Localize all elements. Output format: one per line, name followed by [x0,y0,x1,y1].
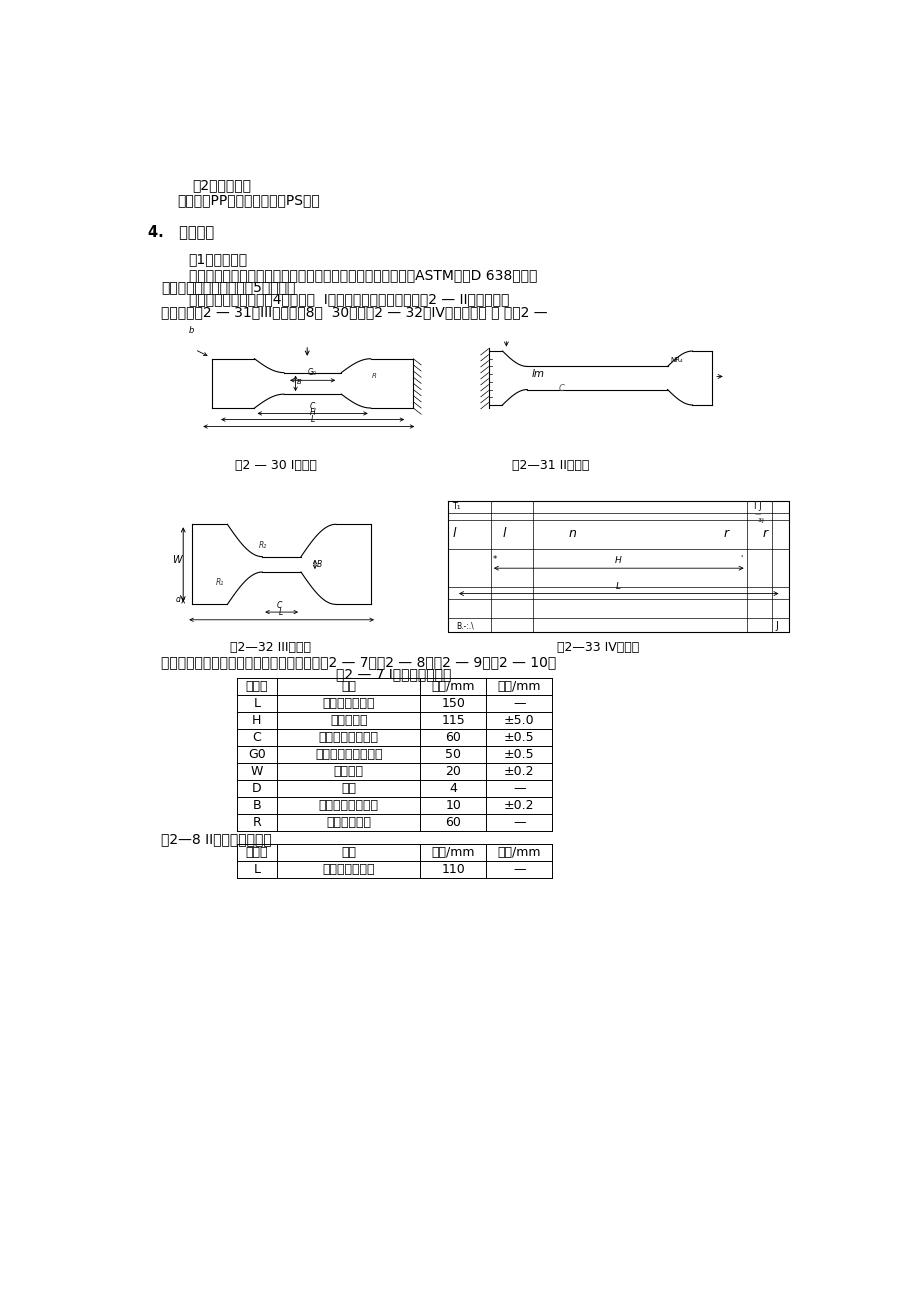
Text: 总长度（最小）: 总长度（最小） [322,863,375,876]
Text: 中间平行部分宽度: 中间平行部分宽度 [318,799,379,812]
Text: 150: 150 [441,697,465,710]
Text: —: — [513,697,525,710]
Text: D: D [252,783,261,796]
Text: B: B [252,799,261,812]
Text: 标距（或有效部分）: 标距（或有效部分） [314,749,382,762]
Text: W: W [250,766,263,779]
Text: 尺寸/mm: 尺寸/mm [431,680,474,693]
Text: G₀: G₀ [308,368,317,378]
Text: 用横压或片材、板材切割的方法，事先制好标准抗张样品（见ASTM标准D 638）。选: 用横压或片材、板材切割的方法，事先制好标准抗张样品（见ASTM标准D 638）。… [188,268,537,283]
Text: 公差/mm: 公差/mm [497,680,540,693]
Text: ': ' [740,556,742,564]
Text: 聚丙烯（PP），聚苯乙烯（PS）。: 聚丙烯（PP），聚苯乙烯（PS）。 [176,193,320,207]
Text: I J: I J [754,503,761,512]
Text: 110: 110 [441,863,465,876]
Text: R₁: R₁ [216,578,223,587]
Text: 4.   实验步骤: 4. 实验步骤 [147,224,213,240]
Text: L: L [253,697,260,710]
Text: 表2—8 II型试样公差尺寸: 表2—8 II型试样公差尺寸 [162,832,272,846]
Text: 公差/mm: 公差/mm [497,846,540,859]
Text: （1）试样准备: （1）试样准备 [188,253,247,267]
Text: （2）实验材料: （2）实验材料 [192,178,251,191]
Text: 定的每种应变速度都应有5块样品。: 定的每种应变速度都应有5块样品。 [162,280,296,294]
Text: 端部宽度: 端部宽度 [334,766,363,779]
Text: 不同类型的试样有不同的尺寸公差，具体见表2 — 7、表2 — 8、表2 — 9和表2 — 10。: 不同类型的试样有不同的尺寸公差，具体见表2 — 7、表2 — 8、表2 — 9和… [162,655,556,669]
Text: d: d [176,595,180,604]
Text: C: C [309,402,314,411]
Text: 厚度: 厚度 [341,783,356,796]
Text: C: C [277,600,282,609]
Text: R₂: R₂ [258,542,267,551]
Text: L: L [310,415,314,424]
Text: B: B [297,379,301,385]
Text: 10: 10 [445,799,460,812]
Text: ±0.5: ±0.5 [504,732,534,743]
Text: L: L [253,863,260,876]
Text: ±0.2: ±0.2 [504,766,534,779]
Text: 夹具间距离: 夹具间距离 [330,715,367,727]
Text: 115: 115 [441,715,465,727]
Text: H: H [252,715,261,727]
Text: 试样形状拉伸试样共有4种类型：  I型试验样（双镃型），见图2 — II型试样（哑: 试样形状拉伸试样共有4种类型： I型试验样（双镃型），见图2 — II型试样（哑 [188,293,508,306]
Text: 图2—32 III型试样: 图2—32 III型试样 [230,642,311,655]
Text: NR₄: NR₄ [669,357,682,363]
Text: 名称: 名称 [341,846,356,859]
Text: T₁: T₁ [451,503,460,512]
Text: —: — [513,816,525,829]
Text: 50: 50 [445,749,460,762]
Text: L: L [278,608,282,617]
Text: 60: 60 [445,816,460,829]
Text: 图2—31 II型试样: 图2—31 II型试样 [511,458,588,471]
Text: 总长度（最小）: 总长度（最小） [322,697,375,710]
Text: lm: lm [530,370,543,379]
Text: 中间平行部分长度: 中间平行部分长度 [318,732,379,743]
Text: *: * [493,556,497,564]
Text: l: l [502,527,505,540]
Text: n: n [568,527,575,540]
Text: —: — [513,863,525,876]
Text: ±0.2: ±0.2 [504,799,534,812]
Text: W: W [172,556,182,565]
Text: —: — [513,783,525,796]
Text: R: R [252,816,261,829]
Text: 图2—33 IV型试样: 图2—33 IV型试样 [556,642,639,655]
Text: 图2 — 30 I型试样: 图2 — 30 I型试样 [235,458,317,471]
Text: 半径（最小）: 半径（最小） [326,816,370,829]
Text: 4: 4 [448,783,457,796]
Text: J: J [775,621,777,631]
Text: R: R [372,372,377,379]
Text: H: H [309,409,315,417]
Text: L: L [615,582,620,591]
Text: C: C [558,384,563,393]
Text: 表2 — 7 I型试样公差尺寸: 表2 — 7 I型试样公差尺寸 [335,668,450,681]
Text: 物理量: 物理量 [245,846,267,859]
Text: ±0.5: ±0.5 [504,749,534,762]
Text: 型），见图2 — 31，III型试样（8字  30，见图2 — 32，IV型试样（长 铃 见图2 —: 型），见图2 — 31，III型试样（8字 30，见图2 — 32，IV型试样（… [162,305,548,319]
Text: ±5.0: ±5.0 [504,715,534,727]
Text: H: H [614,556,621,565]
Text: 20: 20 [445,766,460,779]
Text: b: b [188,326,194,335]
Text: 名称: 名称 [341,680,356,693]
Text: 物理量: 物理量 [245,680,267,693]
Text: G0: G0 [248,749,266,762]
Text: —
  3J: — 3J [754,512,764,523]
Text: r: r [761,527,766,540]
Text: 60: 60 [445,732,460,743]
Text: B.-:.\: B.-:.\ [456,621,473,630]
Text: C: C [252,732,261,743]
Text: B: B [316,560,322,569]
Text: l: l [451,527,455,540]
Text: r: r [722,527,728,540]
Text: 尺寸/mm: 尺寸/mm [431,846,474,859]
